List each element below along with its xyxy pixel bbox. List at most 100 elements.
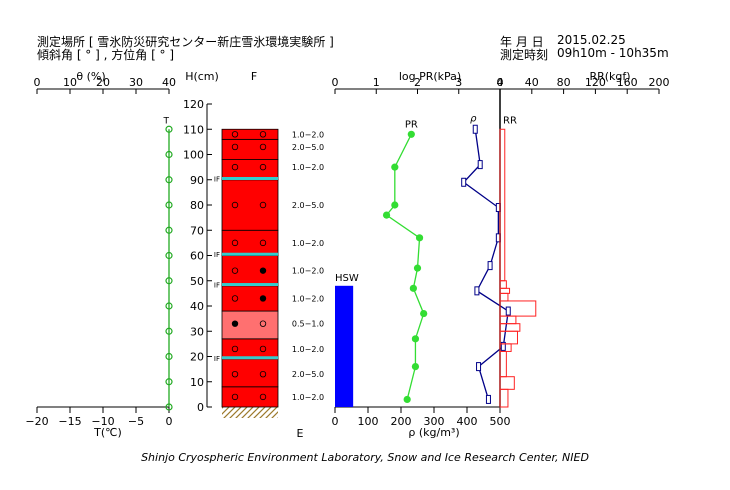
grain-shape-mark [259, 143, 267, 151]
snow-profile-panel: 0 10 20 30 40 50 60 70 80 90 100 110 120 H(cm) F E IF IF I… [183, 70, 324, 440]
density-tick-label: 0 [332, 415, 339, 428]
temperature-tick-label: 0 [166, 415, 173, 428]
ram-resistance-panel: 0 40 80 120 160 200 RR(kgf) RR [497, 70, 670, 408]
grain-size-label: 1.0−2.0 [292, 294, 324, 303]
pr-tick-label: 2 [414, 76, 421, 89]
snow-layer [221, 138, 279, 160]
temperature-point [165, 403, 173, 411]
hardness-column-label: F [251, 70, 257, 83]
grain-shape-mark [259, 345, 267, 353]
rr-tick-label: 0 [497, 76, 504, 89]
grain-size-label: 2.0−5.0 [292, 370, 324, 379]
grain-size-label: 2.0−5.0 [292, 201, 324, 210]
rr-bar [499, 128, 506, 282]
temperature-point [165, 327, 173, 335]
density-tick-label: 400 [457, 415, 478, 428]
grain-shape-mark [259, 370, 267, 378]
temperature-series-name: T [163, 116, 170, 126]
grain-shape-mark [259, 131, 267, 138]
grain-size-label: 1.0−2.0 [292, 239, 324, 248]
grain-shape-mark [259, 295, 267, 302]
height-tick-label: 10 [190, 376, 204, 389]
temperature-point [165, 201, 173, 209]
height-tick-label: 20 [190, 351, 204, 364]
height-tick-label: 100 [183, 149, 204, 162]
grain-shape-mark [231, 393, 239, 401]
rr-tick-label: 200 [649, 76, 670, 89]
grain-size-label: 1.0−2.0 [292, 345, 324, 354]
angle-label: 傾斜角 [ ° ] , 方位角 [ ° ] [37, 48, 175, 62]
ice-film-label: IF [214, 282, 220, 290]
theta-tick-label: 30 [129, 76, 143, 89]
density-point [500, 341, 506, 351]
density-tick-label: 100 [358, 415, 379, 428]
rr-series-name: RR [503, 115, 517, 126]
theta-axis-label: θ (%) [76, 70, 105, 83]
density-point [505, 306, 511, 316]
snow-layer [221, 358, 279, 388]
temperature-point [165, 302, 173, 310]
grain-shape-mark [231, 163, 239, 171]
pr-point [409, 284, 417, 292]
temperature-tick-label: −10 [91, 415, 114, 428]
temperature-point [165, 176, 173, 184]
snow-layer [221, 310, 279, 340]
density-point [485, 394, 491, 404]
pr-tick-label: 3 [455, 76, 462, 89]
density-point [461, 177, 467, 187]
grain-size-label: 1.0−2.0 [292, 393, 324, 402]
density-series-line [462, 129, 509, 400]
pr-point [382, 211, 391, 219]
rr-axis-label: RR(kgf) [589, 70, 630, 83]
pr-series-name: PR [405, 119, 418, 130]
grain-size-label: 0.5−1.0 [292, 320, 324, 329]
temperature-point [165, 277, 173, 285]
rr-tick-label: 160 [617, 76, 638, 89]
ground-layer [222, 407, 278, 418]
pr-point [407, 130, 415, 138]
rr-bar [499, 376, 515, 390]
snow-layer [221, 255, 279, 287]
snow-layer [221, 229, 279, 256]
temperature-point [165, 150, 173, 159]
grain-shape-mark [231, 295, 239, 302]
snow-layer [221, 338, 279, 360]
snow-layer [221, 128, 279, 140]
chart-caption: Shinjo Cryospheric Environment Laborator… [141, 451, 589, 464]
snow-layer [221, 179, 279, 231]
density-tick-label: 500 [490, 415, 511, 428]
grain-shape-mark [259, 201, 267, 209]
snow-layer [221, 285, 279, 312]
ice-film-label: IF [214, 175, 220, 183]
grain-size-label: 1.0−2.0 [292, 130, 324, 139]
site-label: 測定場所 [ 雪氷防災研究センター新庄雪氷環境実験所 ] [37, 35, 334, 49]
pr-tick-label: 1 [373, 76, 380, 89]
pr-point [413, 264, 422, 272]
theta-tick-label: 10 [63, 76, 77, 89]
snow-layer [221, 386, 279, 408]
theta-tick-label: 0 [34, 76, 41, 89]
ice-film [222, 356, 278, 360]
pr-point [411, 363, 420, 371]
height-tick-label: 40 [190, 300, 204, 313]
grain-shape-mark [231, 131, 239, 138]
density-tick-label: 300 [424, 415, 445, 428]
rr-tick-label: 80 [557, 76, 571, 89]
snow-layer [221, 159, 279, 181]
density-tick-label: 200 [391, 415, 412, 428]
time-label: 測定時刻 [500, 48, 549, 62]
pr-density-panel: 0 1 2 3 4 log PR(kPa) 0 100 200 300 400 500 ρ (kg/m³… [332, 70, 511, 439]
grain-shape-mark [259, 163, 267, 171]
date-value: 2015.02.25 [557, 33, 626, 47]
rr-bar [499, 323, 521, 332]
grain-shape-mark [231, 267, 239, 274]
height-tick-label: 80 [190, 199, 204, 212]
pr-point [391, 201, 399, 209]
time-value: 09h10m - 10h35m [557, 46, 669, 60]
density-point [474, 286, 480, 296]
density-point [477, 160, 483, 170]
rr-tick-label: 120 [585, 76, 606, 89]
grain-shape-mark [231, 201, 239, 209]
pr-tick-label: 4 [497, 76, 504, 89]
pr-axis-label: log PR(kPa) [399, 70, 461, 83]
